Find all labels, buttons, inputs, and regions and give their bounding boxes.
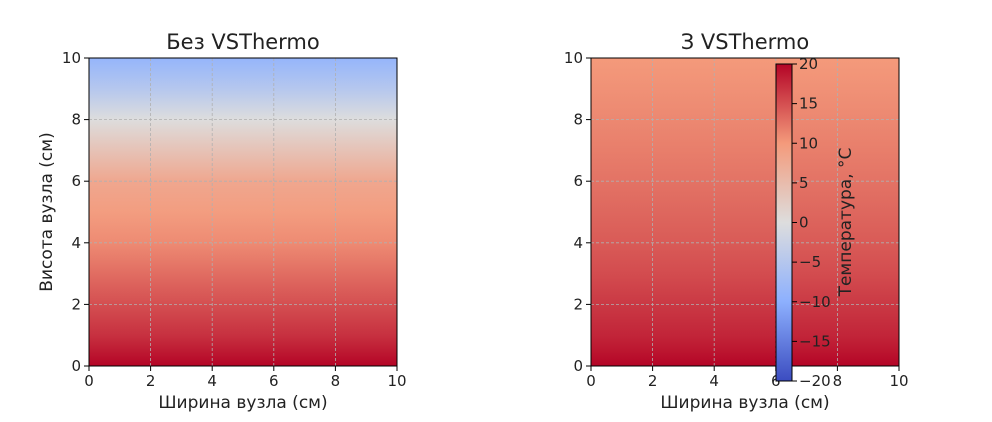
colorbar-tick-label: 0 (799, 214, 809, 232)
x-tick-label: 10 (387, 372, 406, 390)
chart-right-xlabel: Ширина вузла (см) (660, 393, 829, 413)
chart-right-title: З VSThermo (681, 30, 809, 54)
y-tick-label: 4 (573, 234, 583, 252)
x-tick-label: 8 (331, 372, 341, 390)
y-tick-label: 8 (573, 111, 583, 129)
x-tick-label: 10 (889, 372, 908, 390)
colorbar-tick-label: 5 (799, 174, 809, 192)
chart-left: Без VSThermo 0 2 4 6 8 10 0 2 4 6 8 10 Ширина вузла… (37, 30, 407, 413)
colorbar-ticks: 20 15 10 5 0 −5 −10 −15 −20 (792, 55, 831, 390)
x-tick-label: 2 (648, 372, 658, 390)
chart-left-title: Без VSThermo (166, 30, 320, 54)
colorbar-tick-label: −10 (799, 293, 831, 311)
x-tick-label: 6 (269, 372, 279, 390)
colorbar: 20 15 10 5 0 −5 −10 −15 −20 Температура, °C (775, 55, 856, 390)
y-tick-label: 10 (62, 49, 81, 67)
colorbar-tick-label: 20 (799, 55, 818, 73)
colorbar-tick-label: −5 (799, 253, 821, 271)
y-tick-label: 0 (573, 357, 583, 375)
colorbar-tick-label: 10 (799, 134, 818, 152)
x-tick-label: 0 (84, 372, 94, 390)
x-tick-label: 2 (146, 372, 156, 390)
y-tick-label: 6 (573, 172, 583, 190)
y-tick-label: 10 (564, 49, 583, 67)
chart-right-frame (590, 57, 900, 367)
colorbar-tick-label: −15 (799, 332, 831, 350)
y-tick-label: 2 (71, 295, 81, 313)
chart-left-ylabel: Висота вузла (см) (37, 132, 57, 291)
y-tick-label: 6 (71, 172, 81, 190)
colorbar-gradient (776, 64, 792, 381)
x-tick-label: 0 (586, 372, 596, 390)
y-tick-label: 0 (71, 357, 81, 375)
y-tick-label: 8 (71, 111, 81, 129)
chart-right-heatmap (591, 58, 899, 366)
chart-left-frame (88, 57, 398, 367)
colorbar-label: Температура, °C (836, 148, 856, 298)
colorbar-tick-label: 15 (799, 95, 818, 113)
y-tick-label: 4 (71, 234, 81, 252)
x-tick-label: 4 (207, 372, 217, 390)
x-tick-label: 8 (833, 372, 843, 390)
chart-left-ticks: 0 2 4 6 8 10 0 2 4 6 8 10 (62, 49, 407, 390)
colorbar-tick-label: −20 (799, 372, 831, 390)
x-tick-label: 4 (709, 372, 719, 390)
chart-left-xlabel: Ширина вузла (см) (158, 393, 327, 413)
y-tick-label: 2 (573, 295, 583, 313)
chart-left-heatmap (89, 58, 397, 366)
